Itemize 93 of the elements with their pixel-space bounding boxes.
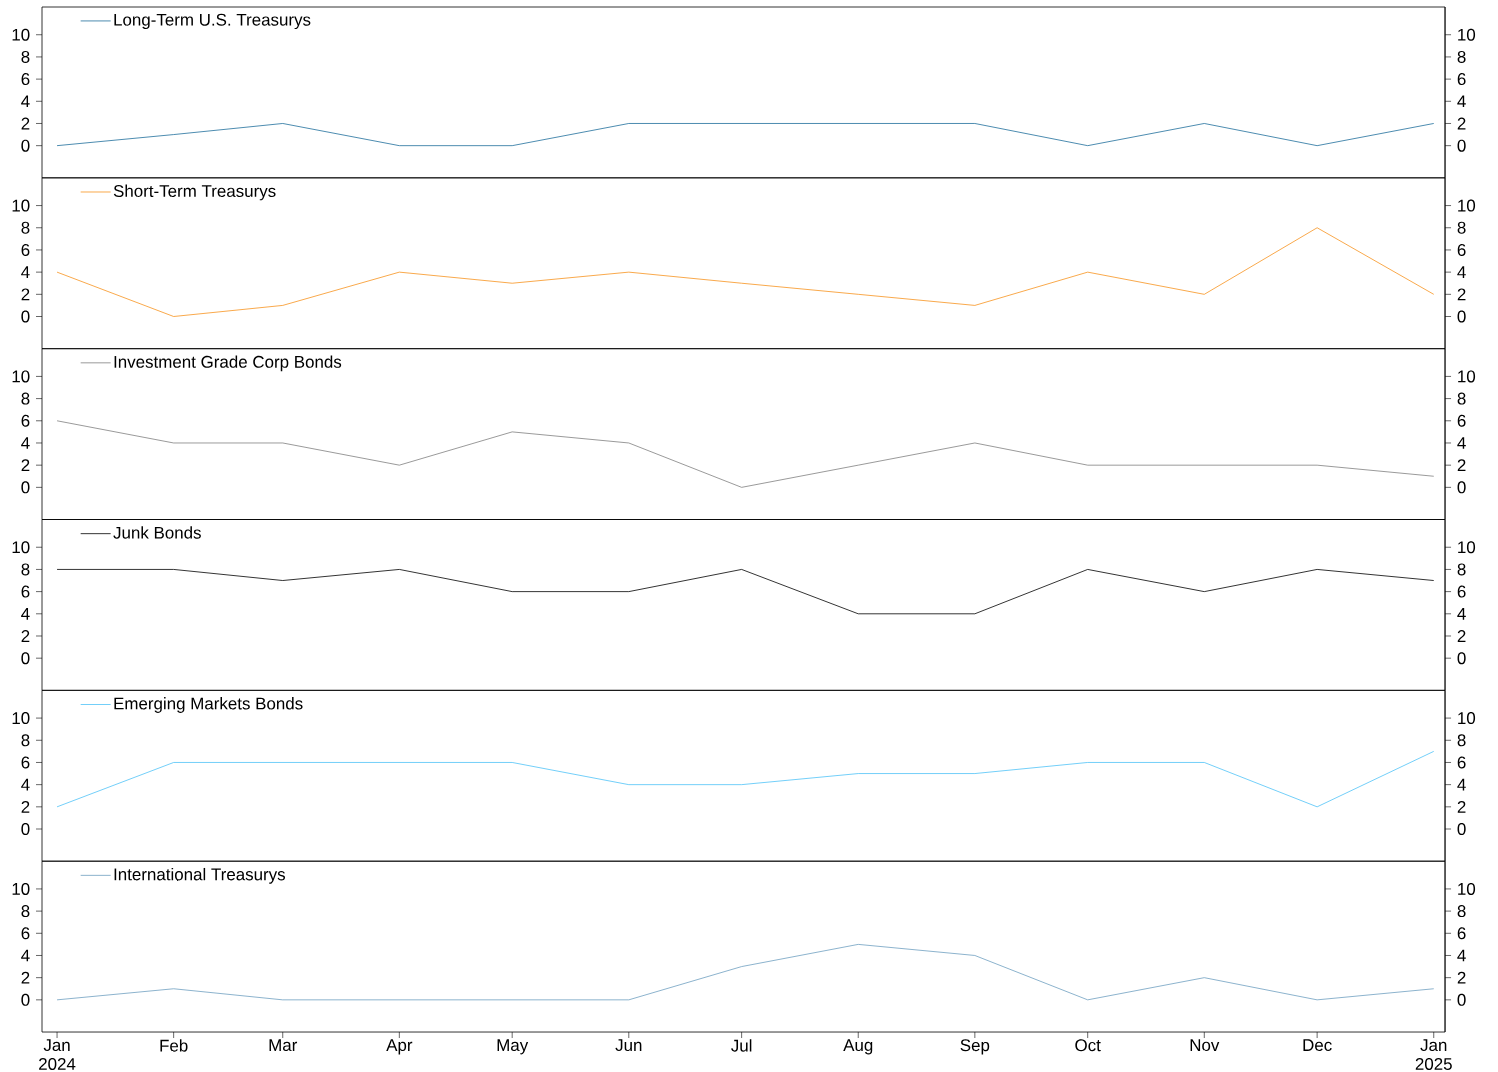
legend-label: Junk Bonds: [113, 526, 201, 539]
y-tick-label: 6: [21, 927, 30, 940]
y2-tick-label: 6: [1457, 414, 1466, 427]
y-tick-label: 6: [21, 756, 30, 769]
x-tick-label: Jul: [731, 1039, 752, 1052]
y-tick-label: 2: [21, 800, 30, 813]
legend-label: International Treasurys: [114, 867, 286, 884]
y-tick-label: 6: [21, 243, 30, 256]
line-series: [56, 227, 1435, 317]
y2-tick-label: 10: [1458, 28, 1476, 41]
y2-tick-label: 10: [1458, 541, 1476, 554]
x-tick-label: May: [497, 1039, 529, 1055]
y-tick-label: 8: [21, 563, 30, 576]
y-tick-label: 2: [21, 459, 30, 472]
y-tick-label: 2: [21, 117, 30, 130]
y2-tick-label: 0: [1457, 310, 1466, 323]
y2-tick-label: 10: [1458, 882, 1476, 895]
y-tick-label: 6: [21, 585, 30, 598]
y2-tick-label: 4: [1457, 95, 1466, 108]
legend-label: Short-Term Treasurys: [113, 184, 276, 201]
legend-label: Long-Term U.S. Treasurys: [114, 13, 311, 30]
y-tick-label: 2: [21, 971, 30, 984]
y-tick-label: 0: [21, 310, 30, 323]
y-tick-label: 10: [12, 541, 30, 554]
y2-tick-label: 4: [1457, 778, 1466, 791]
y2-tick-label: 2: [1457, 971, 1466, 984]
y2-tick-label: 8: [1457, 50, 1466, 63]
x-tick-label: Oct: [1075, 1039, 1101, 1052]
y-tick-label: 0: [21, 481, 30, 494]
x-tick-label: Dec: [1303, 1039, 1332, 1052]
y-tick-label: 0: [21, 139, 30, 152]
y2-tick-label: 8: [1457, 392, 1466, 405]
y2-tick-label: 8: [1457, 734, 1466, 747]
y-tick-label: 4: [21, 949, 30, 962]
y2-tick-label: 8: [1457, 563, 1466, 576]
y2-tick-label: 8: [1457, 221, 1466, 234]
y2-tick-label: 2: [1457, 459, 1466, 472]
y2-tick-label: 6: [1457, 73, 1466, 86]
y2-tick-label: 2: [1457, 630, 1466, 642]
y2-tick-label: 2: [1457, 800, 1466, 813]
x-tick-label: Mar: [269, 1039, 298, 1052]
y-tick-label: 6: [21, 73, 30, 86]
y2-tick-label: 6: [1457, 585, 1466, 598]
y2-tick-label: 0: [1457, 823, 1466, 836]
y2-tick-label: 0: [1457, 652, 1466, 665]
y-tick-label: 10: [12, 712, 30, 725]
y-tick-label: 4: [21, 95, 30, 108]
y2-tick-label: 0: [1457, 481, 1466, 494]
y2-tick-label: 0: [1457, 993, 1466, 1006]
y-tick-label: 4: [21, 437, 30, 449]
y2-tick-label: 10: [1458, 199, 1476, 212]
x-tick-label: Jun: [615, 1039, 642, 1052]
y-tick-label: 10: [12, 370, 30, 383]
y2-tick-label: 2: [1457, 117, 1466, 130]
y2-tick-label: 10: [1458, 370, 1476, 383]
y-tick-label: 4: [21, 778, 30, 791]
y2-tick-label: 0: [1457, 139, 1466, 152]
y2-tick-label: 2: [1457, 288, 1466, 301]
y-tick-label: 4: [21, 607, 30, 620]
y-tick-label: 0: [21, 823, 30, 836]
y2-tick-label: 10: [1458, 712, 1476, 725]
y2-tick-label: 4: [1457, 437, 1466, 449]
y-tick-label: 10: [12, 882, 30, 895]
y2-tick-label: 6: [1457, 243, 1466, 256]
x-tick-label: Sep: [960, 1039, 990, 1055]
y2-tick-label: 6: [1457, 927, 1466, 940]
x-tick-label: Jan 2025: [1415, 1039, 1452, 1070]
y-tick-label: 10: [12, 28, 30, 41]
y-tick-label: 4: [21, 266, 30, 278]
y-tick-label: 2: [21, 630, 30, 642]
y2-tick-label: 4: [1457, 266, 1466, 278]
x-tick-label: Aug: [843, 1039, 873, 1055]
y2-tick-label: 6: [1457, 756, 1466, 769]
legend-label: Investment Grade Corp Bonds: [114, 355, 342, 372]
x-tick-label: Jan 2024: [39, 1039, 76, 1070]
y-tick-label: 8: [21, 392, 30, 405]
y-tick-label: 0: [21, 993, 30, 1006]
line-series: [56, 569, 1435, 615]
legend-label: Emerging Markets Bonds: [114, 697, 303, 713]
y2-tick-label: 8: [1457, 905, 1466, 918]
y-tick-label: 8: [21, 734, 30, 747]
x-tick-label: Apr: [386, 1039, 413, 1055]
y-tick-label: 6: [21, 414, 30, 427]
y-tick-label: 2: [21, 288, 30, 301]
y-tick-label: 10: [12, 199, 30, 212]
y2-tick-label: 4: [1457, 607, 1466, 620]
y-tick-label: 8: [21, 221, 30, 234]
y-tick-label: 8: [21, 905, 30, 918]
x-tick-label: Feb: [160, 1039, 188, 1052]
x-tick-label: Nov: [1190, 1039, 1220, 1052]
y-tick-label: 8: [21, 50, 30, 63]
y-tick-label: 0: [21, 652, 30, 665]
y2-tick-label: 4: [1457, 949, 1466, 962]
